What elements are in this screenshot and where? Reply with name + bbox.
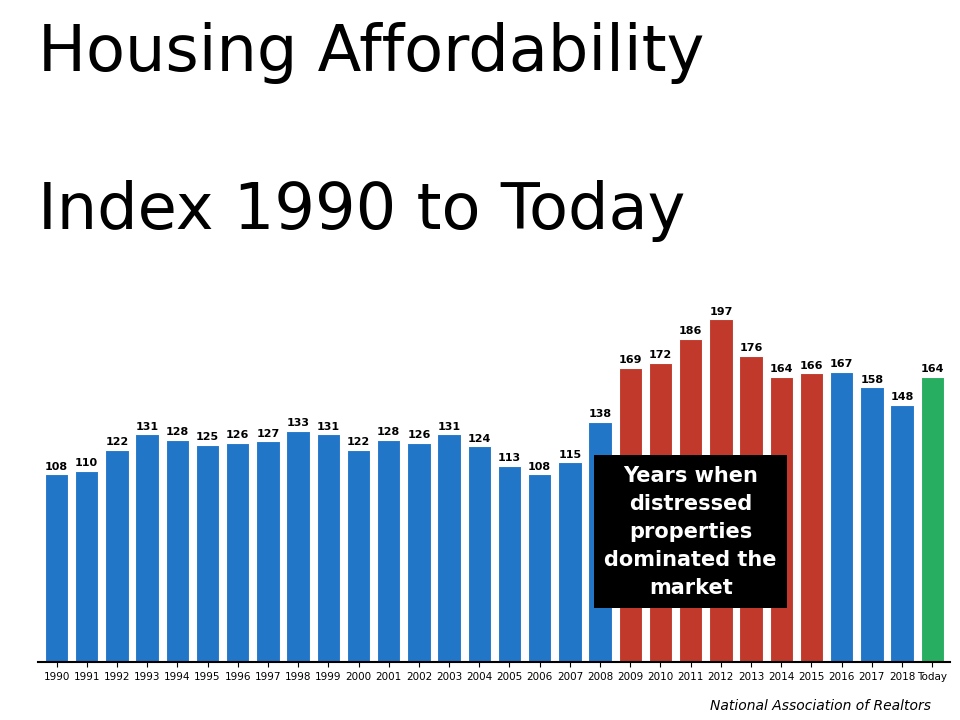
Text: 131: 131 [135,422,158,432]
Bar [618,368,642,662]
Text: 167: 167 [830,359,853,369]
Bar [588,422,612,662]
Bar [135,434,159,662]
Bar [226,443,250,662]
Text: 166: 166 [800,361,824,371]
Text: Years when
distressed
properties
dominated the
market: Years when distressed properties dominat… [605,466,777,598]
Text: 133: 133 [287,418,310,428]
Bar [890,405,914,662]
Bar [407,443,431,662]
Bar [347,450,371,662]
Bar [196,445,219,662]
Bar [921,377,944,662]
Text: 122: 122 [106,437,129,447]
Text: 158: 158 [860,374,883,384]
Text: 164: 164 [770,364,793,374]
Bar [165,439,189,662]
Text: 128: 128 [377,427,400,437]
Text: 127: 127 [256,428,279,438]
Bar [558,462,582,662]
Text: 108: 108 [45,462,68,472]
Bar [256,441,279,662]
Text: Index 1990 to Today: Index 1990 to Today [38,180,685,242]
Bar [497,466,521,662]
Bar [649,363,672,662]
Bar [377,439,400,662]
Bar [679,338,703,662]
Text: 126: 126 [407,431,431,441]
Text: 122: 122 [347,437,371,447]
Text: Housing Affordability: Housing Affordability [38,22,705,84]
Text: 124: 124 [468,434,491,444]
Bar [770,377,793,662]
Bar [800,374,824,662]
Bar [528,474,551,662]
Text: 138: 138 [588,410,612,420]
Text: National Association of Realtors: National Association of Realtors [710,699,931,713]
Text: 131: 131 [317,422,340,432]
Bar [860,387,883,662]
Bar [829,372,853,662]
Text: 128: 128 [166,427,189,437]
Bar [709,320,732,662]
Text: 113: 113 [498,453,521,463]
Text: 110: 110 [75,458,98,468]
Text: 197: 197 [709,307,732,317]
Text: 126: 126 [226,431,250,441]
Text: 169: 169 [618,356,642,366]
Bar [75,471,99,662]
Text: 115: 115 [559,449,582,459]
Bar [106,450,129,662]
Bar [739,356,763,662]
Bar [286,431,310,662]
Bar [317,434,340,662]
Text: 186: 186 [679,326,703,336]
Text: 108: 108 [528,462,551,472]
Text: 164: 164 [921,364,944,374]
Text: 176: 176 [739,343,763,354]
Text: 131: 131 [438,422,461,432]
Text: 172: 172 [649,350,672,360]
Bar [45,474,68,662]
Text: 148: 148 [890,392,914,402]
Bar [468,446,492,662]
Bar [438,434,461,662]
Text: 125: 125 [196,432,219,442]
